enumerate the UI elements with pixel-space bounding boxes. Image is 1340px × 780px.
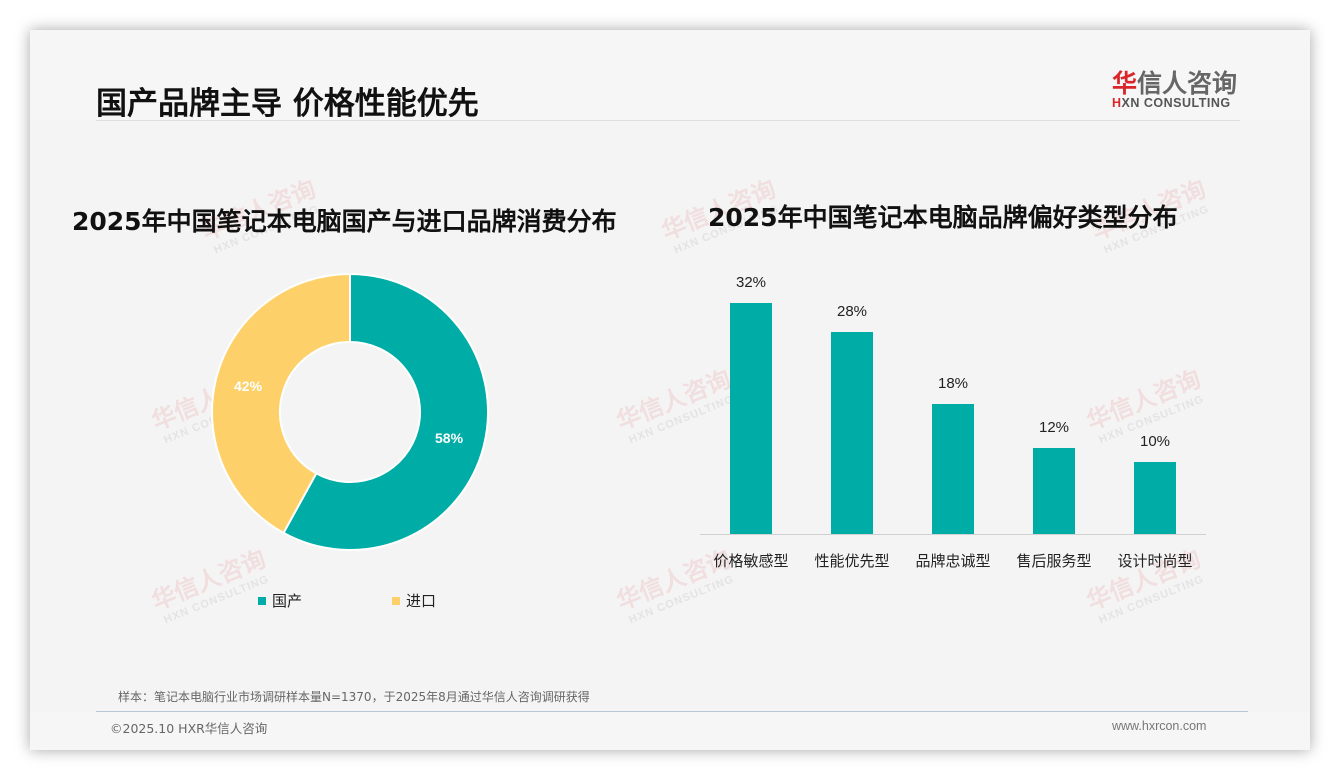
- bar-value: 18%: [937, 375, 969, 392]
- sample-note: 样本：笔记本电脑行业市场调研样本量N=1370，于2025年8月通过华信人咨询调…: [118, 690, 590, 704]
- bar-price-sensitive: [730, 303, 772, 534]
- website-link[interactable]: www.hxrcon.com: [1112, 719, 1207, 733]
- bar-chart: 32% 价格敏感型 28% 性能优先型 18% 品牌忠诚型 12% 售后服务型 …: [700, 270, 1210, 590]
- logo-en: HXN CONSULTING: [1112, 96, 1231, 110]
- legend-item-domestic: 国产: [258, 590, 302, 611]
- logo-cn: 华信人咨询: [1112, 69, 1238, 98]
- header-divider: [96, 120, 1240, 121]
- legend-item-import: 进口: [392, 590, 436, 611]
- bar-value: 32%: [735, 274, 767, 291]
- bar-value: 10%: [1139, 433, 1171, 450]
- donut-slice-domestic: [282, 272, 489, 551]
- legend-swatch-teal: [258, 596, 266, 605]
- company-logo: 华信人咨询 HXN CONSULTING: [1112, 64, 1242, 110]
- bar-category-label: 设计时尚型: [1117, 552, 1193, 570]
- donut-label-domestic: 58%: [435, 430, 464, 446]
- donut-chart-title: 2025年中国笔记本电脑国产与进口品牌消费分布: [72, 207, 617, 236]
- bar-design-fashion: [1134, 462, 1176, 534]
- footer-divider: [96, 711, 1248, 712]
- header-band: [30, 30, 1310, 120]
- bar-value: 12%: [1038, 419, 1070, 436]
- bar-brand-loyal: [932, 404, 974, 534]
- slide: 华信人咨询 HXN CONSULTING 华信人咨询 HXN CONSULTING …: [30, 30, 1310, 750]
- copyright: ©2025.10 HXR华信人咨询: [110, 721, 268, 736]
- donut-chart: 58% 42%: [210, 272, 490, 552]
- x-axis-line: [700, 534, 1206, 535]
- bar-performance-first: [831, 332, 873, 534]
- bar-category-label: 性能优先型: [814, 552, 890, 570]
- bar-category-label: 价格敏感型: [713, 552, 789, 570]
- bar-value: 28%: [836, 303, 868, 320]
- donut-label-import: 42%: [234, 378, 263, 394]
- page-title: 国产品牌主导 价格性能优先: [96, 86, 479, 122]
- donut-slice-import: [211, 272, 351, 535]
- bar-category-label: 售后服务型: [1016, 552, 1092, 570]
- bar-after-sales: [1033, 448, 1075, 534]
- footer-band: [30, 712, 1310, 750]
- bar-category-label: 品牌忠诚型: [915, 552, 991, 570]
- donut-svg: [211, 272, 489, 551]
- bar-chart-title: 2025年中国笔记本电脑品牌偏好类型分布: [708, 203, 1178, 232]
- legend-swatch-yellow: [392, 596, 400, 605]
